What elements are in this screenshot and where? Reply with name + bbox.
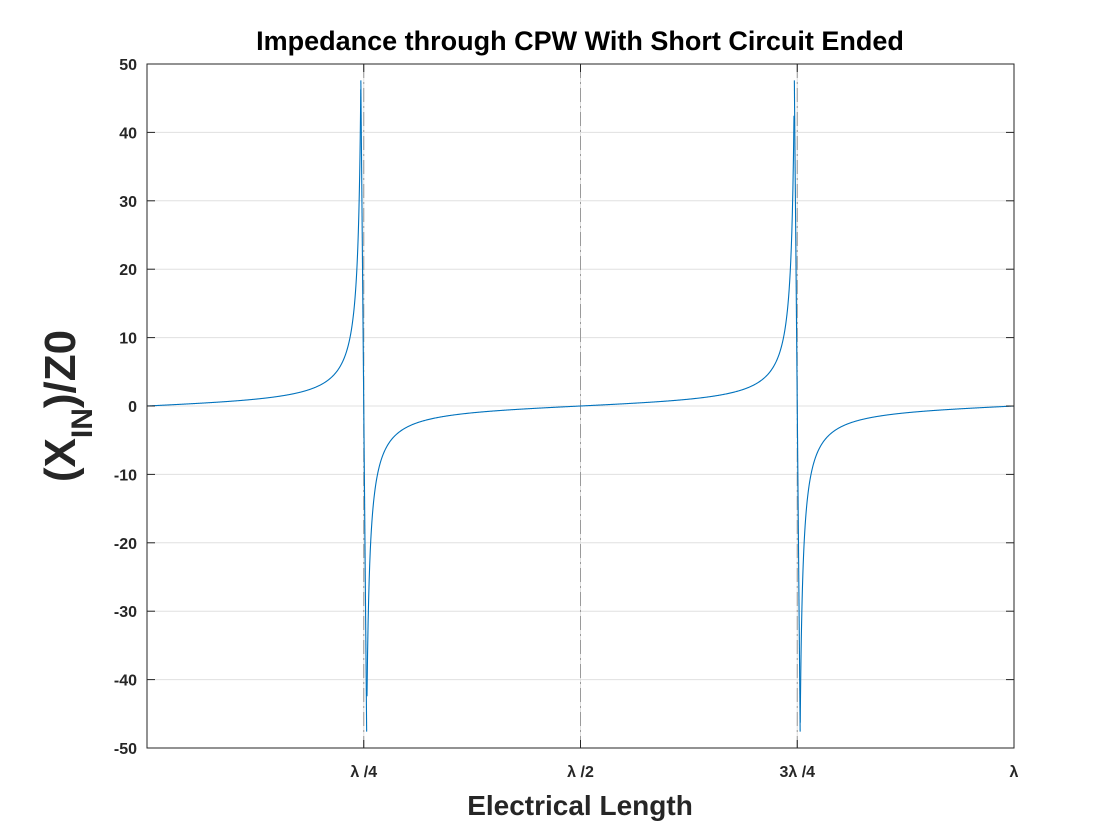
chart-title: Impedance through CPW With Short Circuit… (256, 26, 904, 56)
y-tick-label: -40 (114, 673, 137, 690)
y-tick-label: -20 (114, 536, 137, 553)
y-axis-label: (XIN)/Z0 (36, 330, 99, 482)
y-tick-label: 0 (128, 399, 137, 416)
y-tick-label: -10 (114, 467, 137, 484)
x-tick-label: 3λ /4 (779, 764, 815, 781)
y-tick-label: 10 (119, 331, 137, 348)
y-axis-label-suffix: )/Z0 (36, 330, 85, 408)
x-tick-label: λ (1010, 764, 1019, 781)
x-tick-label: λ /4 (350, 764, 377, 781)
y-tick-label: -30 (114, 604, 137, 621)
y-axis-label-prefix: (X (36, 438, 85, 482)
series-branch (799, 405, 1015, 723)
y-tick-label: -50 (114, 741, 137, 758)
y-tick-label: 20 (119, 262, 137, 279)
series-branch (146, 89, 362, 407)
y-tick-label: 50 (119, 57, 137, 74)
x-tick-label: λ /2 (567, 764, 594, 781)
series-asymptote-jump (793, 80, 801, 732)
series-asymptote-jump (360, 80, 368, 732)
series-layer (146, 80, 1015, 732)
y-axis-label-subscript: IN (66, 408, 99, 438)
series-branch (366, 115, 795, 697)
y-tick-label: 40 (119, 125, 137, 142)
y-tick-label: 30 (119, 194, 137, 211)
tick-layer: -50 -40 -30 -20 -10 0 10 20 30 40 50 λ /4 λ /2 3λ /4 λ (114, 57, 1019, 781)
x-axis-label: Electrical Length (467, 790, 693, 821)
